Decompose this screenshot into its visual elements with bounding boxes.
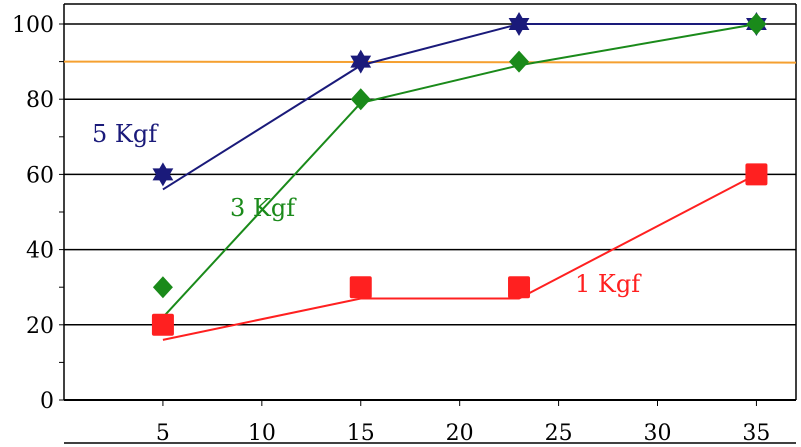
x-tick-label-15: 15 — [347, 421, 375, 446]
marker-3-kgf-0 — [152, 276, 173, 299]
y-tick-label-40: 40 — [26, 239, 54, 264]
y-tick-label-100: 100 — [12, 13, 54, 38]
y-tick-label-80: 80 — [26, 88, 54, 113]
series-line-3-kgf — [162, 23, 757, 318]
series-label-1-kgf: 1 Kgf — [575, 270, 642, 298]
marker-3-kgf-1 — [350, 88, 371, 111]
marker-1-kgf-3 — [745, 163, 768, 186]
series-labels: 5 Kgf 3 Kgf 1 Kgf — [92, 120, 642, 298]
marker-1-kgf-1 — [349, 276, 372, 299]
grid — [64, 23, 796, 326]
x-tick-label-30: 30 — [644, 421, 672, 446]
tick-labels: 0 20 40 60 80 100 5 10 15 20 25 30 35 — [12, 13, 770, 446]
series-line-1-kgf — [162, 173, 757, 341]
marker-5-kgf-2-down — [508, 18, 530, 36]
marker-5-kgf-0 — [152, 162, 174, 187]
marker-5-kgf-0-down — [152, 168, 174, 187]
y-tick-label-0: 0 — [40, 389, 54, 414]
x-tick-label-20: 20 — [446, 421, 474, 446]
y-tick-label-20: 20 — [26, 314, 54, 339]
x-tick-label-5: 5 — [156, 421, 170, 446]
marker-5-kgf-2 — [508, 12, 530, 36]
series-line-5-kgf — [162, 23, 757, 191]
marker-5-kgf-1-down — [350, 55, 372, 74]
series-label-5-kgf: 5 Kgf — [92, 120, 159, 148]
x-tick-label-25: 25 — [545, 421, 573, 446]
marker-5-kgf-1 — [350, 49, 372, 74]
marker-1-kgf-2 — [508, 276, 531, 299]
reference-line-90 — [63, 60, 797, 64]
x-tick-label-10: 10 — [248, 421, 276, 446]
marker-3-kgf-3 — [746, 13, 767, 35]
marker-1-kgf-0 — [151, 313, 174, 336]
marker-3-kgf-2 — [509, 50, 530, 73]
series — [63, 12, 797, 341]
series-label-3-kgf: 3 Kgf — [230, 194, 297, 222]
x-tick-label-35: 35 — [742, 421, 770, 446]
axes — [59, 3, 797, 444]
y-tick-label-60: 60 — [26, 163, 54, 188]
